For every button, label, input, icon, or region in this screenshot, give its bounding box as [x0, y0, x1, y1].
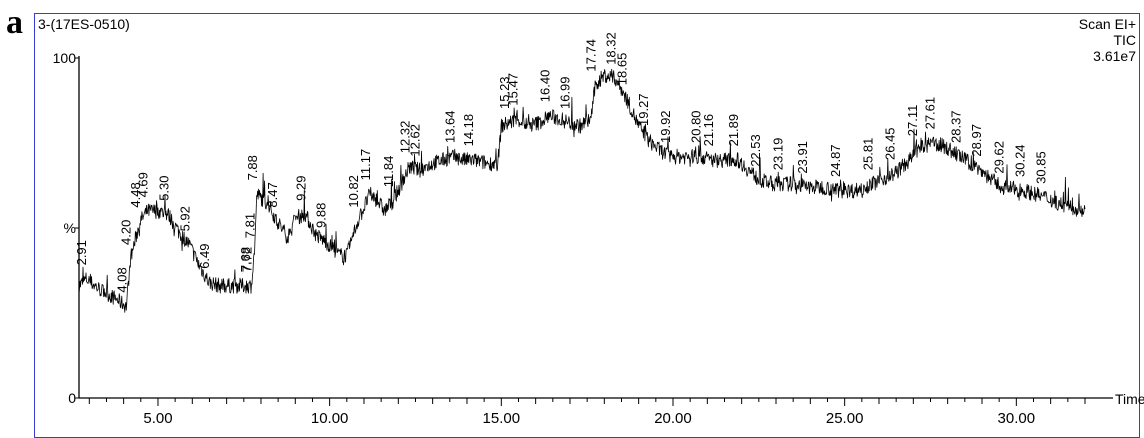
peak-label: 12.32 [397, 121, 412, 154]
x-tick-label: 25.00 [826, 410, 864, 427]
peak-label: 22.53 [748, 134, 763, 167]
peak-label: 19.92 [658, 110, 673, 143]
peak-label: 16.99 [558, 76, 573, 109]
peak-label: 5.30 [156, 175, 171, 200]
y-tick-label: 100 [53, 50, 77, 66]
peak-label: 29.62 [991, 141, 1006, 174]
peak-label: 4.69 [135, 172, 150, 197]
peak-label: 14.18 [461, 114, 476, 147]
peak-label: 16.40 [537, 70, 552, 103]
peak-label: 19.27 [636, 93, 651, 126]
x-tick-label: 5.00 [143, 410, 172, 427]
peak-label: 18.32 [603, 32, 618, 65]
max-intensity: 3.61e7 [1093, 48, 1136, 64]
panel-label: a [6, 4, 23, 41]
peak-label: 25.81 [860, 138, 875, 171]
peak-label: 18.65 [615, 53, 630, 86]
sample-id: 3-(17ES-0510) [38, 16, 130, 32]
x-tick-label: 20.00 [654, 410, 692, 427]
peak-label: 7.81 [242, 213, 257, 238]
peak-label: 4.48 [128, 182, 143, 207]
peak-label: 12.62 [408, 124, 423, 157]
peak-label: 4.08 [114, 267, 129, 292]
peak-label: 7.68 [238, 247, 253, 272]
y-tick-label: % [64, 220, 76, 236]
peak-label: 4.20 [119, 220, 134, 245]
peak-label: 24.87 [828, 144, 843, 177]
peak-label: 7.72 [239, 247, 254, 272]
peak-label: 27.11 [905, 105, 920, 137]
peak-label: 9.29 [293, 175, 308, 200]
peak-label: 20.80 [688, 110, 703, 143]
peak-label: 28.37 [948, 110, 963, 143]
peak-label: 9.88 [314, 203, 329, 228]
y-tick-label: 0 [68, 390, 76, 406]
peak-label: 5.92 [178, 206, 193, 231]
peak-label: 27.61 [922, 97, 937, 130]
trace-type: TIC [1113, 32, 1136, 48]
peak-label: 8.47 [265, 182, 280, 207]
peak-label: 23.91 [795, 141, 810, 174]
peak-label: 11.17 [358, 149, 373, 181]
peak-label: 7.88 [245, 155, 260, 180]
x-tick-label: 10.00 [311, 410, 349, 427]
peak-label: 13.64 [443, 110, 458, 143]
peak-label: 6.49 [197, 243, 212, 268]
peak-label: 15.23 [497, 76, 512, 109]
peak-label: 21.89 [726, 114, 741, 147]
peak-label: 11.84 [381, 156, 396, 188]
peak-label: 2.91 [74, 240, 89, 265]
x-axis-label: Time [1115, 391, 1144, 407]
peak-label: 30.85 [1034, 151, 1049, 184]
peak-label: 28.97 [969, 124, 984, 157]
peak-label: 10.82 [346, 175, 361, 208]
x-tick-label: 30.00 [998, 410, 1036, 427]
x-tick-label: 15.00 [483, 410, 521, 427]
peak-label: 15.47 [505, 73, 520, 106]
peak-label: 30.24 [1013, 144, 1028, 177]
peak-label: 23.19 [771, 138, 786, 171]
peak-label: 26.45 [882, 127, 897, 160]
tic-trace [78, 68, 1086, 313]
scan-mode: Scan EI+ [1078, 16, 1136, 32]
peak-label: 17.74 [583, 39, 598, 72]
peak-label: 21.16 [701, 114, 716, 147]
